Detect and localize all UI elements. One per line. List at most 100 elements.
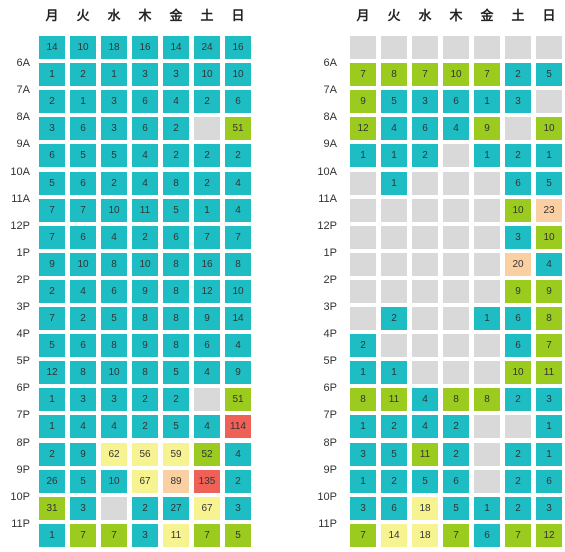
hour-label: 6P	[323, 382, 337, 395]
heatmap-cell: 7	[350, 63, 376, 87]
cell-value: 7	[204, 529, 210, 541]
cell-value: 11	[170, 529, 182, 541]
heatmap-cell	[443, 171, 469, 195]
heatmap-cell: 62	[101, 442, 127, 466]
cell-value: 135	[198, 475, 216, 487]
heatmap-cell: 2	[194, 90, 220, 114]
day-label: 土	[200, 8, 214, 23]
cell-value: 10	[512, 204, 524, 216]
cell-value: 5	[391, 96, 397, 108]
heatmap-cell: 5	[381, 90, 407, 114]
cell-value: 2	[235, 475, 241, 487]
heatmap-cell: 4	[381, 117, 407, 141]
heatmap-cell: 2	[381, 307, 407, 330]
cell-value: 5	[49, 177, 55, 189]
heatmap-cell: 2	[194, 144, 220, 168]
heatmap-cell	[350, 252, 376, 276]
heatmap-cell: 9	[350, 90, 376, 114]
cell-value: 12	[357, 123, 369, 135]
cell-value: 3	[111, 123, 117, 135]
day-label: 金	[480, 8, 494, 23]
cell-value: 18	[419, 502, 431, 514]
cell-value: 114	[230, 421, 246, 433]
cell-value: 2	[204, 96, 210, 108]
cell-value: 16	[232, 42, 244, 53]
heatmap-cell: 11	[381, 388, 407, 412]
cell-value: 3	[422, 96, 428, 108]
hour-label: 6P	[16, 382, 30, 395]
cell-value: 2	[515, 448, 521, 460]
hour-label: 10P	[10, 490, 30, 503]
heatmap-cell: 3	[101, 388, 127, 412]
heatmap-cell: 6	[505, 307, 531, 330]
cell-value: 4	[235, 448, 241, 460]
cell-value: 9	[142, 285, 148, 297]
hour-label: 9P	[16, 463, 30, 476]
heatmap-cell: 11	[412, 442, 438, 466]
heatmap-cell	[505, 117, 531, 141]
heatmap-cell: 6	[505, 334, 531, 358]
hour-label: 7A	[323, 84, 337, 97]
cell-value: 2	[204, 177, 210, 189]
day-label: 金	[169, 8, 183, 23]
cell-value: 10	[139, 258, 151, 270]
cell-value: 1	[360, 150, 366, 162]
heatmap-cell	[350, 307, 376, 330]
heatmap-cell: 9	[505, 279, 531, 303]
heatmap-cell: 2	[225, 469, 251, 493]
heatmap-cell: 10	[70, 252, 96, 276]
cell-value: 8	[235, 258, 241, 270]
heatmap-cell: 3	[101, 90, 127, 114]
heatmap-cell: 1	[474, 144, 500, 168]
heatmap-cell: 6	[505, 171, 531, 195]
cell-value: 31	[46, 502, 58, 514]
heatmap-cell	[505, 415, 531, 439]
cell-value: 56	[139, 448, 151, 460]
heatmap-cell: 6	[70, 334, 96, 358]
cell-value: 1	[360, 475, 366, 487]
heatmap-cell	[412, 279, 438, 303]
heatmap-cell: 4	[132, 171, 158, 195]
hour-label: 3P	[323, 301, 337, 313]
cell-value: 7	[49, 313, 55, 324]
hour-label: 6A	[323, 57, 337, 70]
heatmap-cell: 4	[225, 171, 251, 195]
heatmap-cell: 5	[163, 415, 189, 439]
heatmap-cell: 4	[163, 90, 189, 114]
heatmap-cell	[350, 36, 376, 59]
cell-value: 3	[546, 502, 552, 514]
cell-value: 3	[360, 502, 366, 514]
heatmap-cell: 11	[132, 198, 158, 222]
cell-value: 16	[139, 42, 151, 53]
heatmap-cell: 2	[163, 117, 189, 141]
cell-value: 51	[232, 123, 244, 135]
heatmap-cell: 14	[381, 523, 407, 547]
heatmap-cell: 1	[39, 523, 65, 547]
heatmap-cell: 6	[70, 117, 96, 141]
cell-value: 1	[49, 394, 55, 406]
cell-value: 4	[422, 421, 428, 433]
heatmap-cell: 8	[443, 388, 469, 412]
heatmap-cell	[381, 225, 407, 249]
heatmap-cell	[412, 198, 438, 222]
cell-value: 2	[235, 150, 241, 162]
heatmap-cell: 16	[132, 36, 158, 59]
cell-value: 11	[419, 448, 431, 460]
heatmap-cell: 3	[70, 496, 96, 520]
heatmap-cell: 1	[381, 171, 407, 195]
heatmap-cell: 12	[194, 279, 220, 303]
heatmap-cell: 10	[443, 63, 469, 87]
cell-value: 12	[543, 529, 555, 541]
cell-value: 5	[80, 475, 86, 487]
heatmap-cell: 5	[443, 496, 469, 520]
cell-value: 9	[515, 285, 521, 297]
heatmap-cell: 5	[536, 171, 562, 195]
cell-value: 7	[546, 340, 552, 352]
cell-value: 7	[484, 69, 490, 81]
cell-value: 6	[515, 177, 521, 189]
cell-value: 2	[142, 421, 148, 433]
cell-value: 1	[546, 421, 552, 433]
cell-value: 3	[111, 394, 117, 406]
heatmap-cell: 2	[39, 442, 65, 466]
heatmap-cell: 135	[194, 469, 220, 493]
